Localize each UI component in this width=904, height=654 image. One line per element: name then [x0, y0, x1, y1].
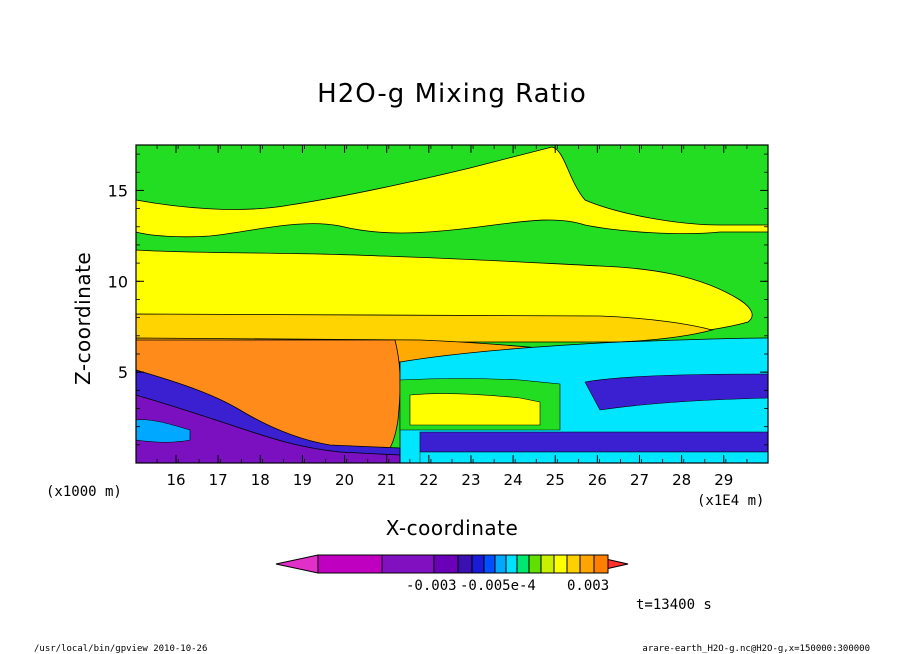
colorbar-label-mid: -0.005e-4 [460, 578, 536, 594]
y-axis-label: Z-coordinate [71, 252, 95, 385]
x-tick-label: 26 [588, 471, 607, 489]
x-tick-label: 27 [630, 471, 649, 489]
field-very-dry [419, 431, 769, 453]
x-unit-right: (x1E4 m) [697, 493, 764, 509]
colorbar-swatch [457, 554, 473, 574]
colorbar-swatch [540, 554, 555, 574]
colorbar-swatch [494, 554, 507, 574]
field-bottom [419, 451, 769, 464]
colorbar-swatch [516, 554, 530, 574]
field-transition-moist [409, 393, 541, 426]
chart-title: H2O-g Mixing Ratio [317, 79, 587, 109]
colorbar-swatch [566, 554, 581, 574]
y-tick-label: 10 [108, 272, 128, 291]
field-surface-pocket [135, 419, 191, 443]
x-tick-label: 17 [209, 471, 228, 489]
y-tick-label: 5 [118, 363, 128, 382]
colorbar-swatch [528, 554, 542, 574]
plot-area [135, 144, 769, 464]
colorbar-swatch [553, 554, 568, 574]
colorbar-label-high: 0.003 [567, 578, 609, 594]
colorbar-swatch [471, 554, 485, 574]
x-tick-label: 16 [166, 471, 185, 489]
y-tick-label: 15 [108, 181, 128, 200]
x-tick-label: 28 [672, 471, 691, 489]
x-tick-label: 24 [504, 471, 523, 489]
time-label: t=13400 s [636, 597, 712, 613]
x-tick-label: 23 [461, 471, 480, 489]
x-tick-label: 22 [419, 471, 438, 489]
colorbar-swatch [483, 554, 496, 574]
field-surface [135, 394, 401, 464]
colorbar-label-low: -0.003 [406, 578, 457, 594]
colorbar-swatch [433, 554, 459, 574]
x-axis-label: X-coordinate [386, 516, 519, 540]
x-tick-label: 21 [377, 471, 396, 489]
colorbar-swatch [579, 554, 595, 574]
colorbar-swatch [381, 554, 435, 574]
x-tick-label: 19 [293, 471, 312, 489]
field-mid [135, 313, 714, 343]
x-tick-label: 20 [335, 471, 354, 489]
x-axis: 16 17 18 19 20 21 22 23 24 25 26 27 28 29 [135, 145, 769, 489]
footer-left: /usr/local/bin/gpview 2010-10-26 [34, 644, 207, 654]
colorbar-swatch [317, 554, 383, 574]
colorbar-arrow-left [275, 554, 319, 574]
footer-right: arare-earth_H2O-g.nc@H2O-g,x=150000:3000… [642, 644, 870, 654]
x-tick-label: 18 [251, 471, 270, 489]
x-tick-label: 29 [714, 471, 733, 489]
y-axis: 5 10 15 [108, 153, 768, 446]
colorbar [275, 554, 629, 574]
colorbar-swatch [505, 554, 518, 574]
x-tick-label: 25 [546, 471, 565, 489]
x-unit-left: (x1000 m) [46, 484, 122, 500]
colorbar-swatch [593, 554, 609, 574]
